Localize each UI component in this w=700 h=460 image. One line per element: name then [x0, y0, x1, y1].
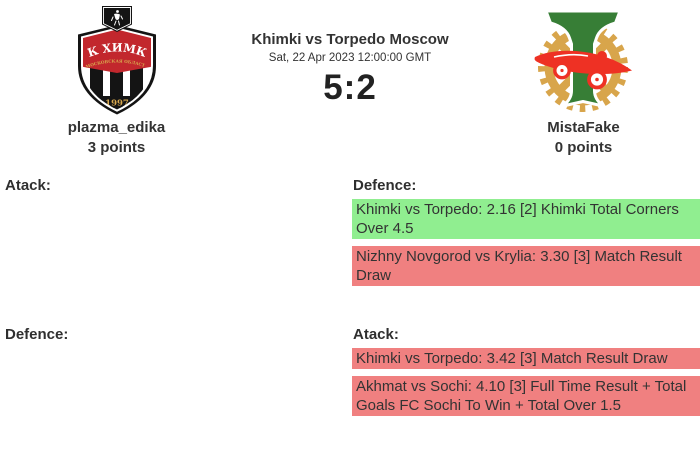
home-attack-label: Atack:	[5, 177, 51, 194]
home-defence-section: Defence:	[0, 325, 350, 423]
match-datetime: Sat, 22 Apr 2023 12:00:00 GMT	[268, 52, 432, 64]
away-defence-label: Defence:	[353, 177, 417, 194]
away-team-name: MistaFake	[547, 119, 620, 136]
home-team-column: 1997 ФК ХИМКИ МОСКОВСКАЯ ОБЛАСТЬ	[0, 0, 233, 158]
khimki-crest-logo: 1997 ФК ХИМКИ МОСКОВСКАЯ ОБЛАСТЬ	[73, 5, 156, 115]
away-attack-label: Atack:	[353, 326, 399, 343]
torpedo-race-car	[534, 50, 632, 90]
pick-item: Khimki vs Torpedo: 2.16 [2] Khimki Total…	[352, 199, 700, 239]
home-team-name: plazma_edika	[67, 119, 166, 136]
away-team-points: 0 points	[554, 139, 613, 156]
home-defence-label: Defence:	[5, 326, 69, 343]
away-team-logo-box	[532, 4, 636, 118]
away-defence-picks: Khimki vs Torpedo: 2.16 [2] Khimki Total…	[352, 199, 700, 286]
picks-board: Atack: Defence: Khimki vs Torpedo: 2.16 …	[0, 176, 700, 423]
khimki-top-banner	[101, 6, 132, 32]
match-score: 5:2	[323, 68, 377, 107]
away-attack-section: Atack: Khimki vs Torpedo: 3.42 [3] Match…	[350, 325, 700, 423]
away-defence-section: Defence: Khimki vs Torpedo: 2.16 [2] Khi…	[350, 176, 700, 293]
match-info: Khimki vs Torpedo Moscow Sat, 22 Apr 202…	[233, 0, 467, 158]
pick-item: Nizhny Novgorod vs Krylia: 3.30 [3] Matc…	[352, 246, 700, 286]
home-attack-section: Atack:	[0, 176, 350, 293]
pick-item: Akhmat vs Sochi: 4.10 [3] Full Time Resu…	[352, 376, 700, 416]
match-title: Khimki vs Torpedo Moscow	[251, 31, 449, 48]
away-attack-picks: Khimki vs Torpedo: 3.42 [3] Match Result…	[352, 348, 700, 416]
pick-item: Khimki vs Torpedo: 3.42 [3] Match Result…	[352, 348, 700, 369]
khimki-year-text: 1997	[105, 99, 129, 109]
home-team-points: 3 points	[87, 139, 146, 156]
board-row-1: Atack: Defence: Khimki vs Torpedo: 2.16 …	[0, 176, 700, 293]
match-header: 1997 ФК ХИМКИ МОСКОВСКАЯ ОБЛАСТЬ	[0, 0, 700, 158]
away-team-column: MistaFake 0 points	[467, 0, 700, 158]
torpedo-crest-logo	[534, 9, 632, 112]
board-row-2: Defence: Atack: Khimki vs Torpedo: 3.42 …	[0, 293, 700, 423]
home-team-logo-box: 1997 ФК ХИМКИ МОСКОВСКАЯ ОБЛАСТЬ	[73, 4, 161, 118]
